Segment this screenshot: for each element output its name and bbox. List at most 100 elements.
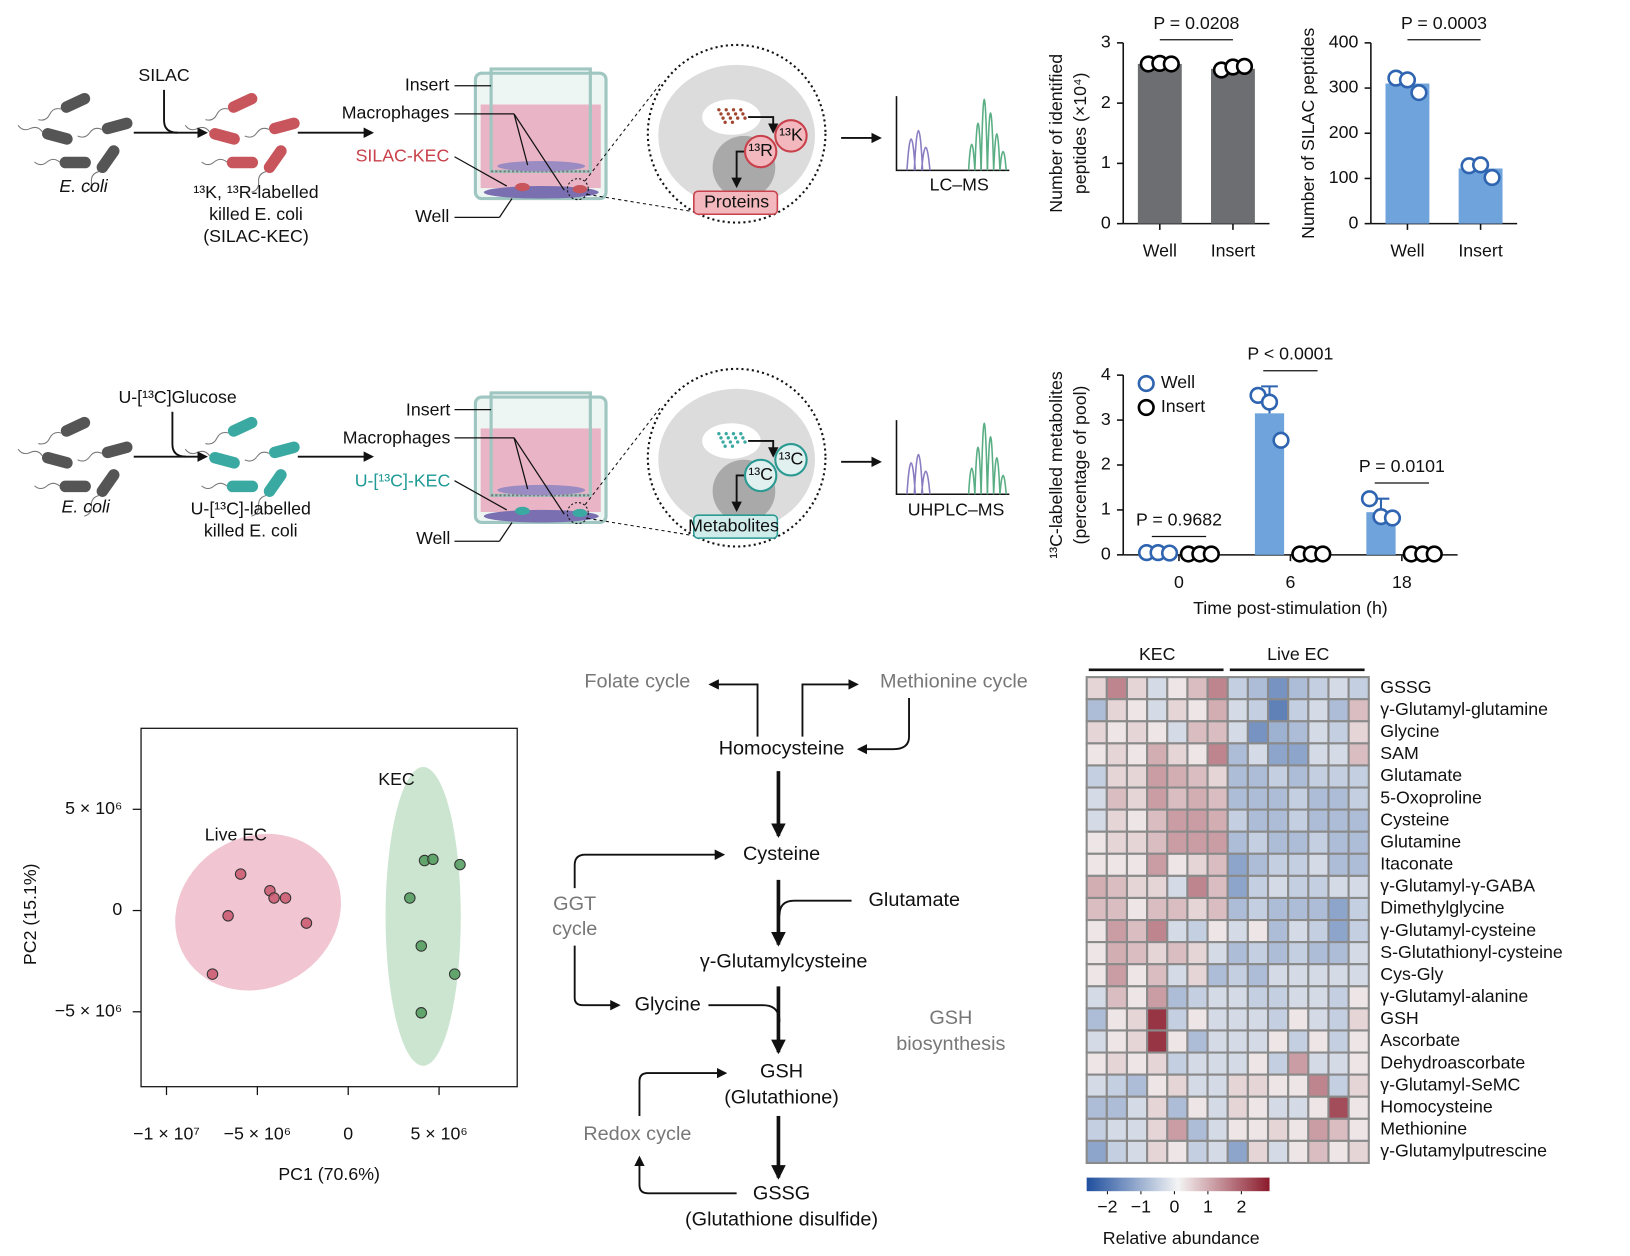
heatmap-cell xyxy=(1307,1029,1330,1054)
heatmap-cell xyxy=(1246,1095,1270,1120)
heatmap-cell xyxy=(1206,1029,1229,1054)
heatmap-cell xyxy=(1327,1029,1350,1054)
heatmap-cell xyxy=(1146,874,1169,900)
colorbar-tick-label: −2 xyxy=(1097,1197,1117,1217)
heatmap-cell xyxy=(1266,896,1290,922)
heatmap-cell xyxy=(1327,830,1350,855)
heatmap-cell xyxy=(1125,852,1149,877)
x-axis-label: PC1 (70.6%) xyxy=(278,1164,380,1184)
bacterium-body xyxy=(41,128,73,145)
row-label: γ-Glutamyl-γ-GABA xyxy=(1380,876,1535,896)
heatmap-cell xyxy=(1085,941,1108,966)
heatmap-cell xyxy=(1246,786,1270,811)
heatmap-cell xyxy=(1206,764,1229,789)
heatmap-cell xyxy=(1146,918,1169,944)
heatmap-cell xyxy=(1125,874,1149,900)
colorbar-label: Relative abundance xyxy=(1103,1228,1260,1248)
node: Redox cycle xyxy=(583,1123,691,1145)
peak xyxy=(999,150,1007,171)
heatmap-cell xyxy=(1307,1095,1330,1120)
heatmap-cell xyxy=(1287,852,1310,877)
bacterium xyxy=(84,469,120,517)
heatmap-cell xyxy=(1266,720,1290,745)
cell xyxy=(658,64,815,207)
label-dot xyxy=(719,112,723,116)
data-point xyxy=(1360,490,1379,508)
x-tick-label: 6 xyxy=(1285,572,1295,592)
flagellum xyxy=(38,108,62,121)
heatmap-cell xyxy=(1085,918,1108,944)
flagellum xyxy=(38,431,62,445)
y-tick-label: 3 xyxy=(1101,409,1111,429)
node: (Glutathione) xyxy=(724,1086,839,1108)
y-axis-label: (percentage of pool) xyxy=(1070,386,1090,545)
label-dot xyxy=(731,431,736,436)
row-label: 5-Oxoproline xyxy=(1380,787,1482,807)
pathway-arrows xyxy=(573,679,910,1195)
bacterium xyxy=(201,480,259,493)
data-point xyxy=(1483,168,1501,187)
data-point xyxy=(222,910,234,922)
heatmap-cell xyxy=(1166,963,1189,988)
heatmap-cell xyxy=(1186,963,1209,988)
heatmap-cell xyxy=(1266,1073,1290,1098)
heatmap-cell xyxy=(1226,830,1249,855)
bacterium-body xyxy=(269,441,300,459)
heatmap-cell xyxy=(1105,1139,1129,1165)
heatmap-cell xyxy=(1166,941,1189,966)
node: cycle xyxy=(552,918,597,940)
heatmap-cell xyxy=(1307,676,1330,701)
heatmap-cell xyxy=(1327,698,1350,723)
label: Well xyxy=(416,528,450,548)
zoom xyxy=(587,193,690,212)
insert xyxy=(489,67,592,173)
arrow xyxy=(638,1067,728,1116)
flagellum xyxy=(244,451,270,462)
heatmap-cell xyxy=(1266,1029,1290,1054)
heatmap-cell xyxy=(1246,852,1270,877)
heatmap-cell xyxy=(1266,1007,1290,1032)
heatmap-cell xyxy=(1085,1007,1108,1032)
row-label: Glutamate xyxy=(1380,765,1462,785)
heatmap-cell xyxy=(1246,1139,1270,1165)
colorbar-tick-label: 2 xyxy=(1236,1197,1246,1217)
flagellum xyxy=(84,171,99,193)
heatmap-cell xyxy=(1287,786,1310,811)
arrow xyxy=(778,899,852,916)
heatmap-cell xyxy=(1206,742,1229,767)
bacterium-body xyxy=(96,145,120,174)
heatmap-cell xyxy=(1307,808,1330,833)
heatmap-cell xyxy=(1105,830,1129,855)
heatmap-cell xyxy=(1166,786,1189,811)
heatmap-cell xyxy=(1347,852,1370,877)
heatmap-cell xyxy=(1327,786,1350,811)
heatmap-cell xyxy=(1186,1051,1209,1076)
heatmap-cell xyxy=(1146,764,1169,789)
heatmap-cell xyxy=(1146,1007,1169,1032)
y-tick-label: 100 xyxy=(1329,167,1359,187)
label: Well xyxy=(415,206,449,226)
heatmap-cell xyxy=(1347,720,1370,745)
heatmap-cell xyxy=(1105,896,1129,922)
heatmap-cell xyxy=(1206,1117,1229,1142)
heatmap-cell xyxy=(1146,1117,1169,1142)
heatmap-cell xyxy=(1287,742,1310,767)
heatmap-cell xyxy=(1226,852,1249,877)
arrow xyxy=(731,474,744,513)
bacterium xyxy=(34,480,91,493)
heatmap-cell xyxy=(1085,764,1108,789)
bacterium xyxy=(34,156,91,169)
heatmap-cell xyxy=(1246,1007,1270,1032)
row-label: γ-Glutamylputrescine xyxy=(1380,1141,1547,1161)
row-label: Ascorbate xyxy=(1380,1030,1460,1050)
heatmap-cell xyxy=(1125,985,1149,1010)
leader xyxy=(513,437,529,490)
heatmap-cell xyxy=(1186,985,1209,1010)
peak xyxy=(913,130,924,171)
heatmap-cell xyxy=(1226,720,1249,745)
product: (SILAC-KEC) xyxy=(203,226,309,246)
node: Folate cycle xyxy=(584,671,690,693)
heatmap-cell xyxy=(1146,786,1169,811)
heatmap-cell xyxy=(1226,941,1249,966)
heatmap-cell xyxy=(1105,1051,1129,1076)
